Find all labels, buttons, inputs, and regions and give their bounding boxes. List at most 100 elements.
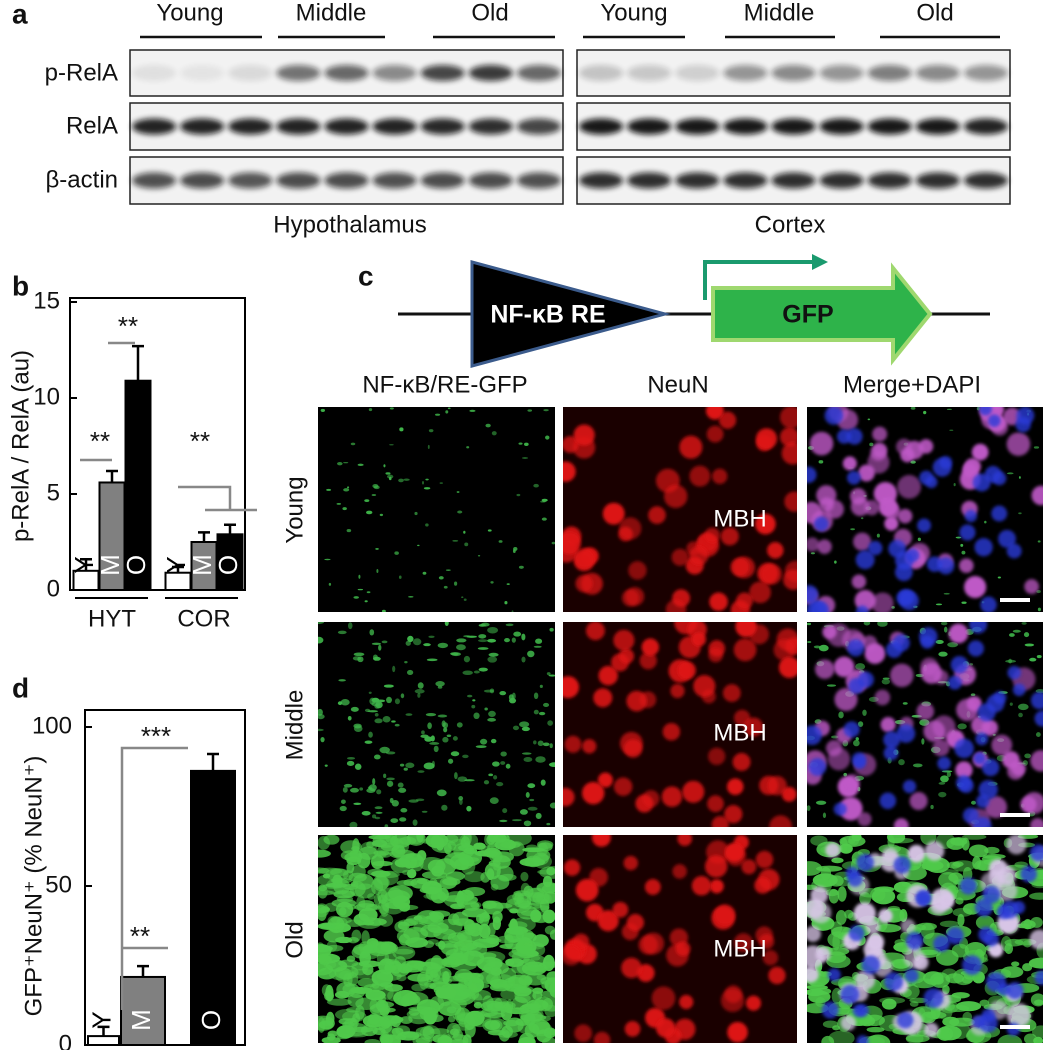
gfp-signal — [408, 1008, 420, 1016]
dapi-signal — [861, 955, 881, 975]
gfp-signal — [435, 681, 445, 687]
neun-signal — [956, 698, 979, 722]
region-labels: MBH MBH MBH — [713, 505, 766, 962]
neun-signal — [707, 747, 726, 766]
neun-signal — [597, 772, 613, 788]
gfp-signal — [533, 709, 539, 715]
gfp-signal — [549, 627, 554, 632]
dapi-signal — [983, 931, 999, 947]
blot-band — [468, 118, 513, 135]
gfp-signal — [540, 779, 546, 786]
dapi-signal — [1012, 683, 1026, 697]
neun-signal — [817, 539, 832, 554]
gfp-signal — [389, 444, 394, 446]
blot-band — [675, 65, 720, 81]
neun-signal — [648, 506, 666, 524]
bar-label: O — [213, 555, 243, 575]
significance: ** — [190, 426, 210, 456]
bar-label: O — [121, 555, 151, 575]
gfp-signal — [372, 778, 376, 785]
gfp-signal — [346, 760, 355, 767]
significance-bracket — [178, 485, 232, 510]
gfp-signal — [498, 540, 503, 543]
gfp-signal — [417, 544, 420, 547]
gfp-signal — [398, 478, 404, 483]
gfp-signal — [379, 513, 384, 517]
gfp-signal — [957, 723, 967, 730]
gfp-signal — [1021, 622, 1027, 625]
neun-signal — [884, 516, 899, 531]
gfp-signal — [955, 897, 964, 905]
neun-signal — [619, 517, 642, 540]
gfp-signal — [838, 711, 844, 719]
gfp-signal — [431, 865, 445, 877]
gfp-signal — [489, 797, 499, 805]
dapi-signal — [981, 758, 1000, 777]
gfp-signal — [452, 911, 469, 926]
gfp-signal — [422, 481, 424, 485]
gfp-signal — [505, 763, 511, 769]
gfp-signal — [818, 644, 829, 652]
neun-signal — [866, 933, 885, 951]
neun-signal — [665, 599, 687, 612]
bar-label: Y — [86, 1011, 116, 1028]
gfp-signal — [473, 670, 480, 674]
gfp-signal — [458, 978, 469, 991]
y-tick-label: 0 — [59, 1030, 72, 1050]
bar-label: Y — [161, 556, 191, 573]
gfp-signal — [343, 488, 350, 492]
neun-signal — [890, 663, 914, 688]
gfp-signal — [807, 805, 811, 811]
gfp-signal — [961, 550, 966, 555]
gfp-signal — [378, 644, 382, 651]
gfp-signal — [375, 699, 386, 703]
gfp-signal — [364, 1038, 381, 1043]
gfp-signal — [923, 410, 927, 415]
gfp-signal — [412, 638, 422, 646]
gfp-signal — [452, 540, 459, 542]
gfp-signal — [337, 461, 343, 466]
gfp-signal — [433, 745, 439, 753]
neun-signal — [810, 902, 832, 924]
gfp-signal — [385, 751, 396, 755]
gfp-signal — [318, 728, 324, 732]
gfp-signal — [361, 930, 370, 945]
gfp-signal — [940, 775, 949, 783]
gfp-signal — [364, 499, 370, 503]
gfp-signal — [422, 571, 427, 575]
neun-signal — [755, 850, 774, 869]
gfp-signal — [456, 929, 482, 942]
gfp-signal — [549, 802, 555, 809]
dapi-signal — [814, 516, 829, 532]
blot-band — [131, 118, 177, 135]
error-bar — [106, 469, 118, 483]
neun-signal — [819, 497, 834, 512]
dapi-signal — [972, 473, 991, 492]
neun-signal — [857, 812, 872, 827]
gfp-signal — [843, 772, 848, 777]
gfp-signal — [544, 977, 555, 993]
blot-band — [180, 172, 225, 189]
gfp-signal — [318, 1020, 334, 1030]
gfp-signal — [443, 727, 448, 733]
neun-signal — [639, 651, 657, 670]
group-label: Young — [600, 0, 667, 26]
gfp-signal — [898, 759, 905, 766]
micrograph — [563, 407, 797, 612]
gfp-signal — [318, 708, 323, 716]
neun-signal — [563, 944, 582, 966]
gfp-signal — [408, 799, 419, 803]
construct-reporter: GFP — [782, 301, 833, 329]
gfp-signal — [1023, 632, 1030, 638]
gfp-signal — [865, 1034, 891, 1043]
gfp-signal — [318, 836, 330, 850]
gfp-signal — [912, 763, 923, 768]
gfp-signal — [527, 650, 535, 658]
neun-signal — [769, 815, 792, 827]
column-header: NeuN — [647, 371, 708, 398]
dapi-signal — [902, 779, 917, 794]
gfp-signal — [367, 786, 372, 790]
neun-signal — [783, 569, 797, 590]
gfp-signal — [909, 1001, 919, 1007]
